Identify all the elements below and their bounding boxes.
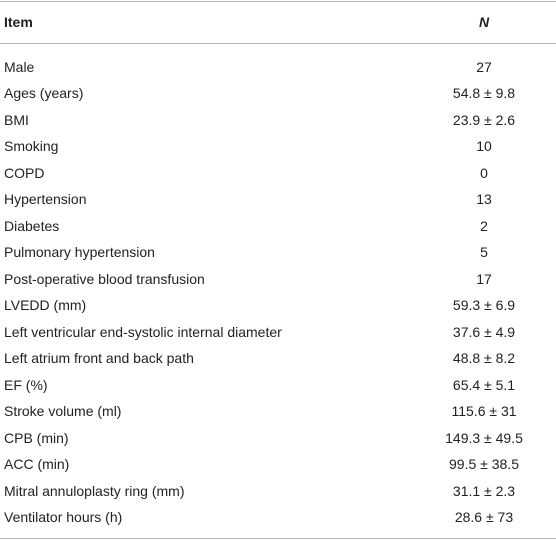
value-cell: 2 — [480, 217, 488, 234]
item-cell: Ventilator hours (h) — [4, 508, 123, 525]
value-cell: 5 — [480, 244, 488, 261]
item-cell: Post-operative blood transfusion — [4, 270, 205, 287]
item-cell: EF (%) — [4, 376, 48, 393]
value-cell: 37.6 ± 4.9 — [452, 323, 516, 340]
value-cell: 149.3 ± 49.5 — [445, 429, 523, 446]
item-cell: COPD — [4, 164, 45, 181]
value-cell: 13 — [476, 191, 492, 208]
value-cell: 23.9 ± 2.6 — [452, 111, 516, 128]
item-cell: LVEDD (mm) — [4, 297, 87, 314]
top-rule — [0, 1, 556, 2]
item-cell: CPB (min) — [4, 429, 69, 446]
value-cell: 48.8 ± 8.2 — [452, 350, 516, 367]
item-cell: Male — [4, 59, 35, 75]
value-cell: 27 — [476, 59, 492, 75]
header-cell: N — [478, 14, 490, 30]
item-cell: Mitral annuloplasty ring (mm) — [4, 482, 185, 499]
header-rule — [0, 43, 556, 44]
value-cell: 115.6 ± 31 — [451, 403, 517, 420]
item-cell: Hypertension — [4, 191, 87, 208]
value-cell: 54.8 ± 9.8 — [452, 85, 516, 102]
item-cell: ACC (min) — [4, 456, 70, 473]
bottom-rule — [0, 538, 556, 539]
item-cell: Stroke volume (ml) — [4, 403, 122, 420]
value-cell: 31.1 ± 2.3 — [452, 482, 516, 499]
value-cell: 10 — [476, 138, 492, 155]
value-cell: 0 — [480, 164, 488, 181]
header-cell: Item — [4, 14, 33, 30]
item-cell: BMI — [4, 111, 29, 128]
value-cell: 17 — [476, 270, 492, 287]
item-cell: Left ventricular end-systolic internal d… — [4, 323, 282, 340]
value-cell: 28.6 ± 73 — [454, 508, 514, 525]
item-cell: Pulmonary hypertension — [4, 244, 155, 261]
item-cell: Left atrium front and back path — [4, 350, 194, 367]
item-cell: Diabetes — [4, 217, 60, 234]
item-cell: Smoking — [4, 138, 59, 155]
value-cell: 99.5 ± 38.5 — [449, 456, 519, 473]
value-cell: 65.4 ± 5.1 — [452, 376, 516, 393]
item-cell: Ages (years) — [4, 85, 84, 102]
value-cell: 59.3 ± 6.9 — [452, 297, 516, 314]
